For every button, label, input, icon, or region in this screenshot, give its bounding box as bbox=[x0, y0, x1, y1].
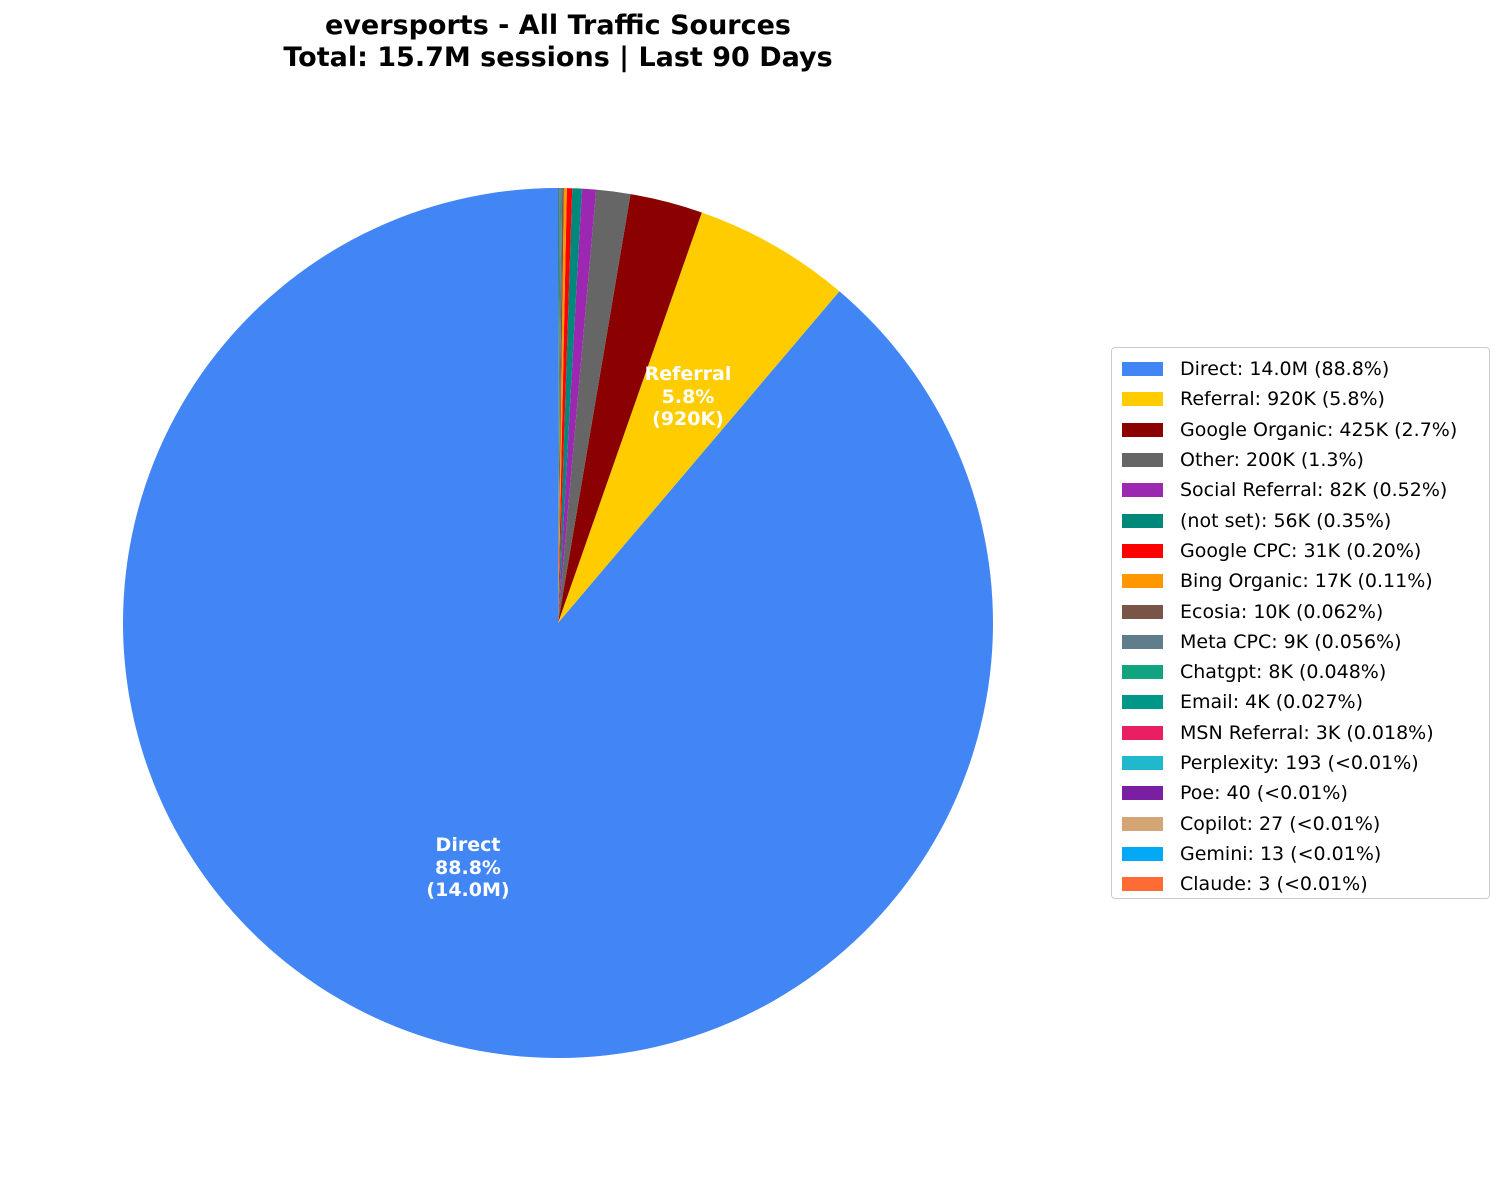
legend-swatch bbox=[1122, 756, 1163, 770]
pie-slice-chatgpt bbox=[558, 188, 561, 623]
legend-label: Email: 4K (0.027%) bbox=[1180, 691, 1364, 714]
legend-swatch bbox=[1122, 634, 1163, 649]
legend-item: Referral: 920K (5.8%) bbox=[1112, 384, 1489, 414]
chart-title-line1: eversports - All Traffic Sources bbox=[324, 10, 791, 41]
legend-item: Other: 200K (1.3%) bbox=[1112, 445, 1489, 475]
legend-swatch bbox=[1122, 877, 1163, 892]
pie-slice-other bbox=[558, 189, 631, 623]
legend-label: Social Referral: 82K (0.52%) bbox=[1180, 479, 1448, 502]
legend-swatch bbox=[1122, 392, 1163, 407]
pie-slice-direct bbox=[122, 188, 993, 1059]
legend-label: (not set): 56K (0.35%) bbox=[1180, 509, 1392, 532]
legend-label: Ecosia: 10K (0.062%) bbox=[1180, 600, 1384, 623]
slice-label-direct: Direct 88.8% (14.0M) bbox=[408, 834, 528, 902]
legend-swatch bbox=[1122, 816, 1163, 831]
legend-swatch bbox=[1122, 574, 1163, 589]
legend-swatch bbox=[1122, 543, 1163, 558]
legend-label: Claude: 3 (<0.01%) bbox=[1180, 873, 1368, 896]
legend-label: Gemini: 13 (<0.01%) bbox=[1180, 842, 1382, 865]
legend-item: (not set): 56K (0.35%) bbox=[1112, 505, 1489, 535]
legend-item: MSN Referral: 3K (0.018%) bbox=[1112, 718, 1489, 748]
legend-swatch bbox=[1122, 422, 1163, 437]
pie-slice-bing-organic bbox=[558, 188, 567, 623]
legend-swatch bbox=[1122, 483, 1163, 498]
legend-item: Direct: 14.0M (88.8%) bbox=[1112, 354, 1489, 384]
legend-swatch bbox=[1122, 604, 1163, 619]
legend-label: Meta CPC: 9K (0.056%) bbox=[1180, 630, 1402, 653]
slice-label-direct-name: Direct bbox=[435, 834, 501, 856]
slice-label-referral: Referral 5.8% (920K) bbox=[628, 363, 748, 431]
legend-label: Poe: 40 (<0.01%) bbox=[1180, 782, 1348, 805]
slice-label-direct-value: (14.0M) bbox=[426, 879, 510, 901]
slice-label-referral-percent: 5.8% bbox=[661, 385, 715, 408]
legend-label: Direct: 14.0M (88.8%) bbox=[1180, 358, 1390, 381]
pie-slice-google-cpc bbox=[558, 188, 573, 624]
legend-label: Copilot: 27 (<0.01%) bbox=[1180, 812, 1381, 835]
legend-item: Poe: 40 (<0.01%) bbox=[1112, 778, 1489, 808]
legend-label: Referral: 920K (5.8%) bbox=[1180, 388, 1385, 411]
legend-swatch bbox=[1122, 695, 1163, 710]
legend-swatch bbox=[1122, 513, 1163, 528]
chart-subtitle: Total: 15.7M sessions | Last 90 Days bbox=[283, 42, 833, 73]
legend-item: Claude: 3 (<0.01%) bbox=[1112, 869, 1489, 899]
legend-swatch bbox=[1122, 665, 1163, 680]
legend-label: Other: 200K (1.3%) bbox=[1180, 449, 1364, 472]
legend-item: Ecosia: 10K (0.062%) bbox=[1112, 596, 1489, 626]
legend-item: Email: 4K (0.027%) bbox=[1112, 687, 1489, 717]
legend-swatch bbox=[1122, 725, 1163, 740]
pie-slice-msn-referral bbox=[558, 188, 559, 623]
legend-item: Chatgpt: 8K (0.048%) bbox=[1112, 657, 1489, 687]
pie-slice-not-set bbox=[558, 188, 582, 624]
legend-swatch bbox=[1122, 786, 1163, 801]
legend-item: Bing Organic: 17K (0.11%) bbox=[1112, 566, 1489, 596]
slice-label-direct-percent: 88.8% bbox=[435, 856, 501, 879]
legend-label: Google CPC: 31K (0.20%) bbox=[1180, 539, 1422, 562]
chart-legend: Direct: 14.0M (88.8%) Referral: 920K (5.8… bbox=[1111, 347, 1490, 899]
legend-swatch bbox=[1122, 846, 1163, 861]
slice-label-referral-value: (920K) bbox=[652, 408, 724, 430]
legend-label: Chatgpt: 8K (0.048%) bbox=[1180, 661, 1387, 684]
legend-item: Google Organic: 425K (2.7%) bbox=[1112, 415, 1489, 445]
legend-swatch bbox=[1122, 362, 1163, 377]
legend-item: Meta CPC: 9K (0.056%) bbox=[1112, 627, 1489, 657]
chart-title: eversports - All Traffic Sources Total: … bbox=[258, 10, 858, 74]
pie-slice-email bbox=[558, 188, 560, 623]
legend-label: Bing Organic: 17K (0.11%) bbox=[1180, 570, 1433, 593]
legend-item: Perplexity: 193 (<0.01%) bbox=[1112, 748, 1489, 778]
legend-swatch bbox=[1122, 453, 1163, 468]
pie-slice-ecosia bbox=[558, 188, 564, 623]
legend-item: Gemini: 13 (<0.01%) bbox=[1112, 839, 1489, 869]
slice-label-referral-name: Referral bbox=[644, 363, 732, 385]
pie-slice-referral bbox=[558, 212, 840, 623]
legend-label: Perplexity: 193 (<0.01%) bbox=[1180, 752, 1419, 774]
legend-item: Google CPC: 31K (0.20%) bbox=[1112, 536, 1489, 566]
pie-slice-google-organic bbox=[558, 194, 702, 623]
pie-slice-social-referral bbox=[558, 188, 597, 623]
legend-item: Social Referral: 82K (0.52%) bbox=[1112, 475, 1489, 505]
legend-label: MSN Referral: 3K (0.018%) bbox=[1180, 721, 1434, 744]
legend-label: Google Organic: 425K (2.7%) bbox=[1180, 418, 1458, 441]
legend-item: Copilot: 27 (<0.01%) bbox=[1112, 808, 1489, 838]
pie-slice-meta-cpc bbox=[558, 188, 563, 623]
